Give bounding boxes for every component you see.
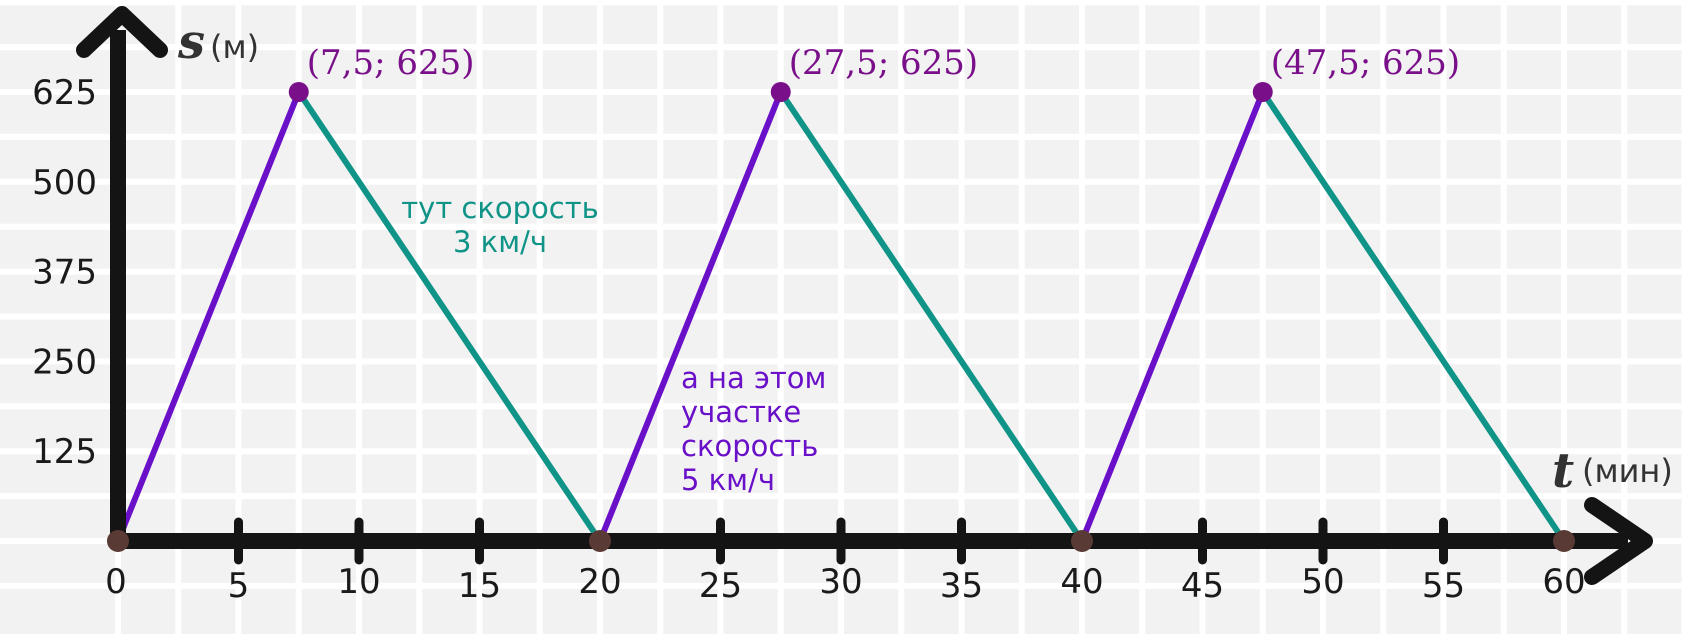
annotation-teal-line: тут скорость	[401, 191, 598, 225]
series-1-segment-0	[295, 89, 603, 544]
y-tick-label: 500	[32, 163, 97, 203]
peak-label: (27,5; 625)	[789, 43, 978, 83]
x-tick-label: 5	[228, 566, 250, 606]
x-axis-unit: (мин)	[1582, 452, 1673, 490]
y-axis-arrow	[76, 6, 168, 58]
annotation-teal-line: 3 км/ч	[453, 225, 547, 259]
x-tick-label: 20	[578, 562, 621, 602]
base-point	[589, 530, 611, 552]
y-tick-label: 250	[32, 342, 97, 382]
x-tick-label: 60	[1542, 562, 1585, 602]
peak-label: (47,5; 625)	[1271, 43, 1460, 83]
base-point	[1071, 530, 1093, 552]
annotation-purple-line: а на этом	[681, 361, 826, 395]
x-tick-label: 15	[458, 566, 501, 606]
x-tick-label: 45	[1181, 566, 1224, 606]
data-points	[107, 82, 1575, 552]
peak-point	[1252, 82, 1273, 102]
annotation-purple-line: участке	[681, 395, 801, 429]
series-1-segment-1	[777, 89, 1085, 544]
annotation-purple-line: 5 км/ч	[681, 463, 775, 497]
base-point	[1553, 530, 1575, 552]
x-tick-label: 30	[819, 562, 862, 602]
labels: 0 5 10 15 20 25 30 35 40 45 50 55 60 125 250 375 500 625 s…	[32, 14, 1673, 606]
y-axis-title: s	[177, 14, 205, 70]
base-point	[107, 530, 129, 552]
series-0-segment-1	[597, 89, 784, 544]
x-tick-label: 25	[699, 566, 742, 606]
x-tick-label: 50	[1301, 562, 1344, 602]
y-tick-label: 125	[32, 432, 97, 472]
peak-point	[288, 82, 309, 102]
annotation-teal: тут скорость 3 км/ч	[401, 191, 598, 259]
x-tick-label: 10	[337, 562, 380, 602]
peak-label: (7,5; 625)	[307, 43, 475, 83]
axes	[76, 6, 1653, 585]
x-tick-label: 55	[1422, 566, 1465, 606]
annotation-purple-line: скорость	[681, 429, 818, 463]
series-1-segment-2	[1259, 89, 1567, 544]
y-tick-label: 625	[32, 73, 97, 113]
x-tick-label: 35	[940, 566, 983, 606]
series-lines	[115, 89, 1567, 544]
y-axis-unit: (м)	[210, 28, 259, 66]
x-tick-label: 40	[1060, 562, 1103, 602]
series-0-segment-2	[1079, 89, 1266, 544]
peak-point	[770, 82, 791, 102]
x-tick-label: 0	[105, 562, 127, 602]
series-0-segment-0	[115, 89, 302, 544]
y-tick-label: 375	[32, 253, 97, 293]
x-axis-arrow	[1584, 497, 1653, 585]
annotation-purple: а на этом участке скорость 5 км/ч	[681, 361, 826, 497]
x-axis-title: t	[1552, 443, 1574, 499]
